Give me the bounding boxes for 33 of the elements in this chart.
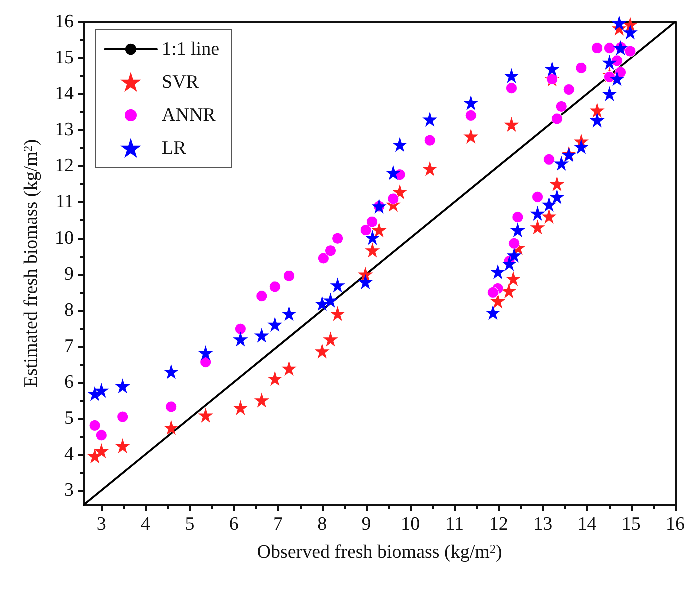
y-tick-label: 3 [64,480,74,502]
y-tick-label: 12 [55,156,74,177]
y-tick-label: 14 [55,84,74,105]
x-tick-label: 15 [622,514,641,535]
legend-label: LR [162,138,187,159]
y-tick-label: 6 [64,372,74,393]
y-tick-label: 11 [56,192,74,213]
x-tick-label: 4 [141,514,152,535]
x-tick-label: 10 [401,514,420,535]
x-tick-label: 16 [666,514,685,535]
y-axis-title: Estimated fresh biomass (kg/m2) [21,139,42,388]
y-tick-label: 15 [55,48,74,69]
x-tick-label: 5 [185,514,195,535]
legend-label: SVR [162,72,200,93]
y-tick-label: 4 [64,444,74,466]
y-tick-label: 16 [55,12,74,32]
x-tick-label: 14 [578,514,598,535]
y-tick-label: 7 [64,336,74,357]
y-tick-label: 10 [55,228,74,249]
x-tick-label: 6 [229,514,239,535]
y-tick-label: 13 [55,120,74,141]
x-tick-label: 3 [96,514,106,535]
x-tick-label: 7 [273,514,283,535]
y-tick-label: 9 [64,264,74,285]
x-tick-label: 9 [362,514,372,535]
y-tick-label: 8 [64,300,74,321]
x-tick-label: 12 [489,514,508,535]
legend-label: 1:1 line [162,39,220,60]
legend-label: ANNR [162,105,216,126]
x-tick-label: 11 [446,514,464,535]
y-tick-label: 5 [64,408,74,429]
x-tick-label: 8 [318,514,328,535]
x-tick-label: 13 [534,514,553,535]
